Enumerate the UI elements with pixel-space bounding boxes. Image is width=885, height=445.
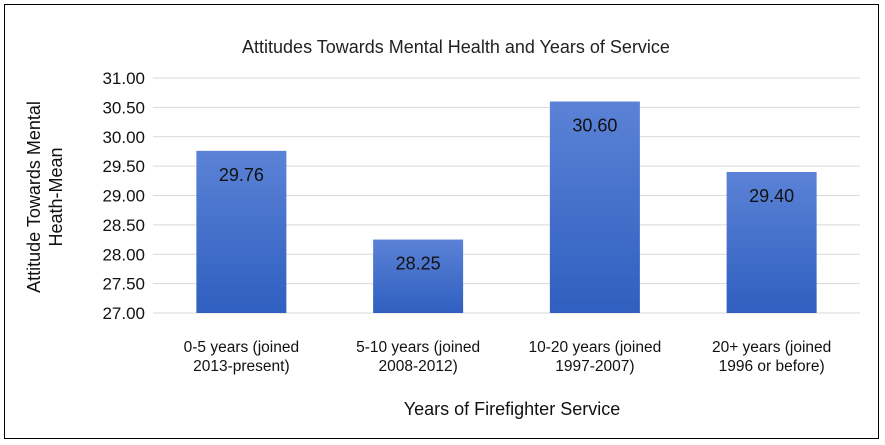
y-axis-ticks: 27.00 27.50 28.00 28.50 29.00 29.50 30.00 30.50…: [102, 69, 145, 323]
y-axis-title-line-2: Heath-Mean: [46, 147, 66, 246]
bar: [196, 150, 287, 313]
y-tick-label: 31.00: [102, 69, 145, 88]
y-axis-title-line-1: Attitude Towards Mental: [24, 101, 44, 293]
y-axis-title: Attitude Towards Mental Heath-Mean: [24, 101, 66, 293]
chart-title: Attitudes Towards Mental Health and Year…: [242, 37, 670, 57]
y-tick-label: 29.00: [102, 187, 145, 206]
data-label: 28.25: [396, 254, 441, 274]
y-tick-label: 29.50: [102, 157, 145, 176]
x-category-label: 1997-2007): [555, 358, 634, 375]
x-category-label: 5-10 years (joined: [356, 339, 480, 356]
bar: [549, 101, 640, 313]
bars: [196, 101, 817, 313]
y-tick-label: 28.00: [102, 245, 145, 264]
bar: [373, 239, 464, 313]
y-tick-label: 28.50: [102, 216, 145, 235]
x-category-label: 1996 or before): [719, 358, 825, 375]
x-category-label: 20+ years (joined: [712, 339, 831, 356]
y-tick-label: 30.50: [102, 98, 145, 117]
x-category-label: 2008-2012): [378, 358, 457, 375]
data-labels: 29.76 28.25 30.60 29.40: [219, 116, 794, 274]
data-label: 29.76: [219, 165, 264, 185]
data-label: 29.40: [749, 186, 794, 206]
data-label: 30.60: [572, 116, 617, 136]
x-category-label: 0-5 years (joined: [184, 339, 299, 356]
x-axis-categories: 0-5 years (joined 2013-present) 5-10 years…: [184, 339, 832, 375]
x-axis-title: Years of Firefighter Service: [404, 399, 620, 419]
x-category-label: 2013-present): [193, 358, 290, 375]
y-tick-label: 27.50: [102, 275, 145, 294]
y-tick-label: 30.00: [102, 128, 145, 147]
y-tick-label: 27.00: [102, 304, 145, 323]
bar: [726, 172, 817, 313]
x-category-label: 10-20 years (joined: [529, 339, 662, 356]
